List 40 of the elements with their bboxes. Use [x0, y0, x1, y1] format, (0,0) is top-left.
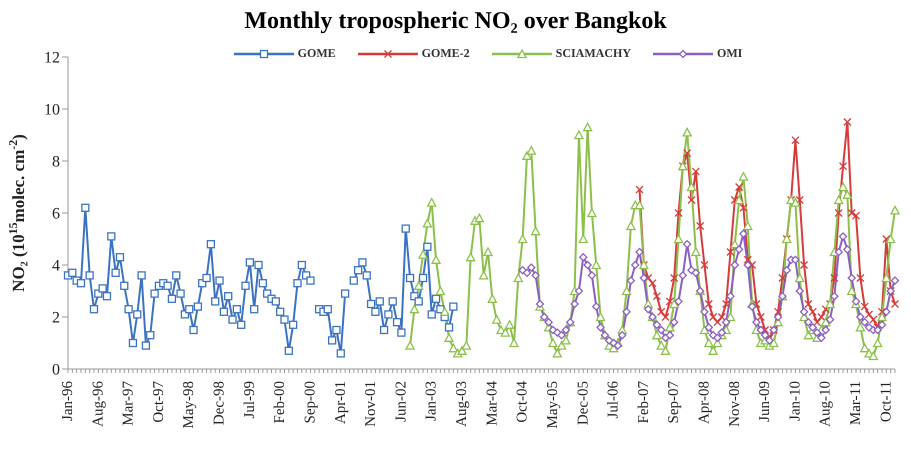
x-tick-label: Mar-04: [484, 380, 500, 426]
x-tick-label: Aug-10: [818, 381, 834, 427]
y-tick-label: 4: [52, 258, 60, 275]
x-tick-label: Jul-99: [242, 381, 258, 418]
x-tick-label: Apr-08: [696, 381, 712, 424]
x-tick-label: Apr-01: [332, 381, 349, 424]
x-tick-label: Mar-97: [120, 380, 137, 426]
x-tick-label: Jan-03: [424, 381, 440, 421]
chart-title: Monthly tropospheric NO₂ over Bangkok: [243, 8, 668, 36]
y-tick-label: 6: [52, 206, 60, 223]
x-tick-label: Oct-04: [514, 380, 531, 423]
x-tick-label: Jun-09: [757, 381, 774, 422]
x-tick-label: Nov-08: [726, 381, 743, 427]
x-tick-label: Nov-01: [363, 381, 380, 427]
legend-label: GOME-2: [422, 46, 470, 61]
y-tick-label: 10: [44, 102, 60, 119]
x-tick-label: Dec-98: [212, 381, 228, 426]
x-tick-label: Jan-10: [787, 381, 804, 421]
x-tick-label: Jul-06: [606, 380, 622, 418]
x-tick-label: Oct-97: [150, 380, 167, 423]
y-tick-label: 8: [52, 154, 60, 171]
legend-label: GOME: [298, 46, 336, 61]
x-tick-label: Dec-05: [575, 381, 592, 426]
x-tick-label: May-05: [544, 381, 561, 428]
x-tick-label: May-98: [181, 381, 198, 428]
x-tick-label: Feb-00: [272, 381, 288, 424]
x-tick-label: Jan-96: [60, 380, 76, 421]
y-tick-label: 12: [44, 50, 60, 67]
x-tick-label: Aug-03: [454, 381, 470, 427]
x-tick-label: Sep-00: [302, 381, 318, 424]
x-tick-label: Oct-11: [878, 381, 894, 422]
legend-label: OMI: [717, 46, 742, 61]
x-tick-label: Sep-07: [666, 380, 682, 424]
x-tick-label: Aug-96: [90, 380, 106, 427]
x-tick-label: Feb-07: [636, 380, 652, 424]
y-tick-label: 0: [52, 362, 60, 379]
x-tick-label: Jun-02: [393, 381, 410, 422]
y-tick-label: 2: [52, 310, 60, 327]
x-tick-label: Mar-11: [848, 381, 864, 426]
legend-label: SCIAMACHY: [556, 46, 631, 61]
